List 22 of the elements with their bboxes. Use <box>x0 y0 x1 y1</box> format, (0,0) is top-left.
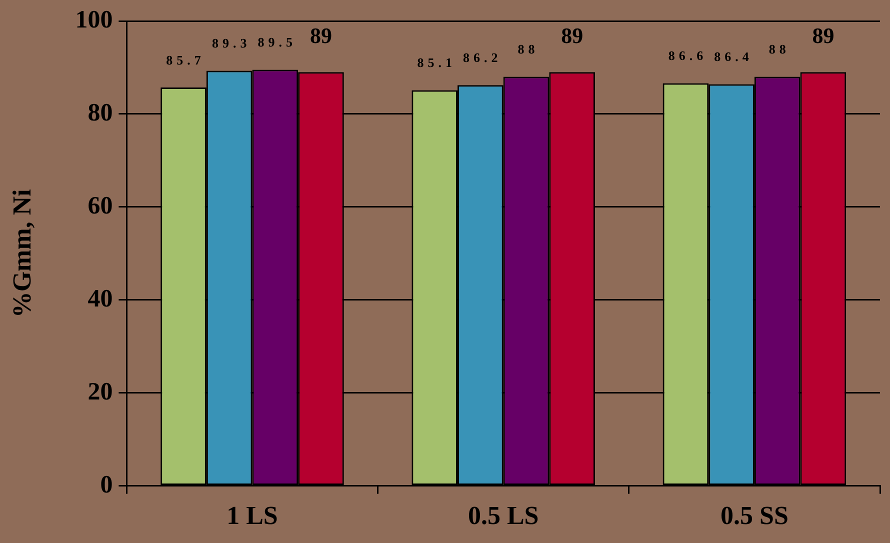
y-tick-label: 20 <box>88 378 113 406</box>
x-tick-label: 1 LS <box>226 501 278 530</box>
data-label: 85.1 <box>417 55 456 70</box>
y-tick-label: 0 <box>100 471 113 498</box>
y-tick-label: 60 <box>88 192 113 220</box>
data-label: 88 <box>518 42 539 57</box>
data-label: 89.5 <box>258 34 297 50</box>
data-label: 85.7 <box>166 52 205 68</box>
y-tick-label: 100 <box>75 6 113 34</box>
y-tick-label: 40 <box>88 285 113 312</box>
data-label: 89.3 <box>212 36 251 51</box>
data-label: 89 <box>310 22 332 48</box>
data-label: 86.2 <box>463 50 502 65</box>
data-label: 88 <box>768 42 790 57</box>
x-tick-label: 0.5 SS <box>720 501 788 530</box>
data-label: 89 <box>561 22 584 48</box>
data-label: 86.6 <box>668 48 708 64</box>
x-tick-label: 0.5 LS <box>468 501 539 530</box>
y-axis-title: %Gmm, Ni <box>7 189 36 318</box>
y-tick-label: 80 <box>88 99 113 126</box>
data-label: 86.4 <box>714 49 753 64</box>
data-label: 89 <box>812 22 834 48</box>
